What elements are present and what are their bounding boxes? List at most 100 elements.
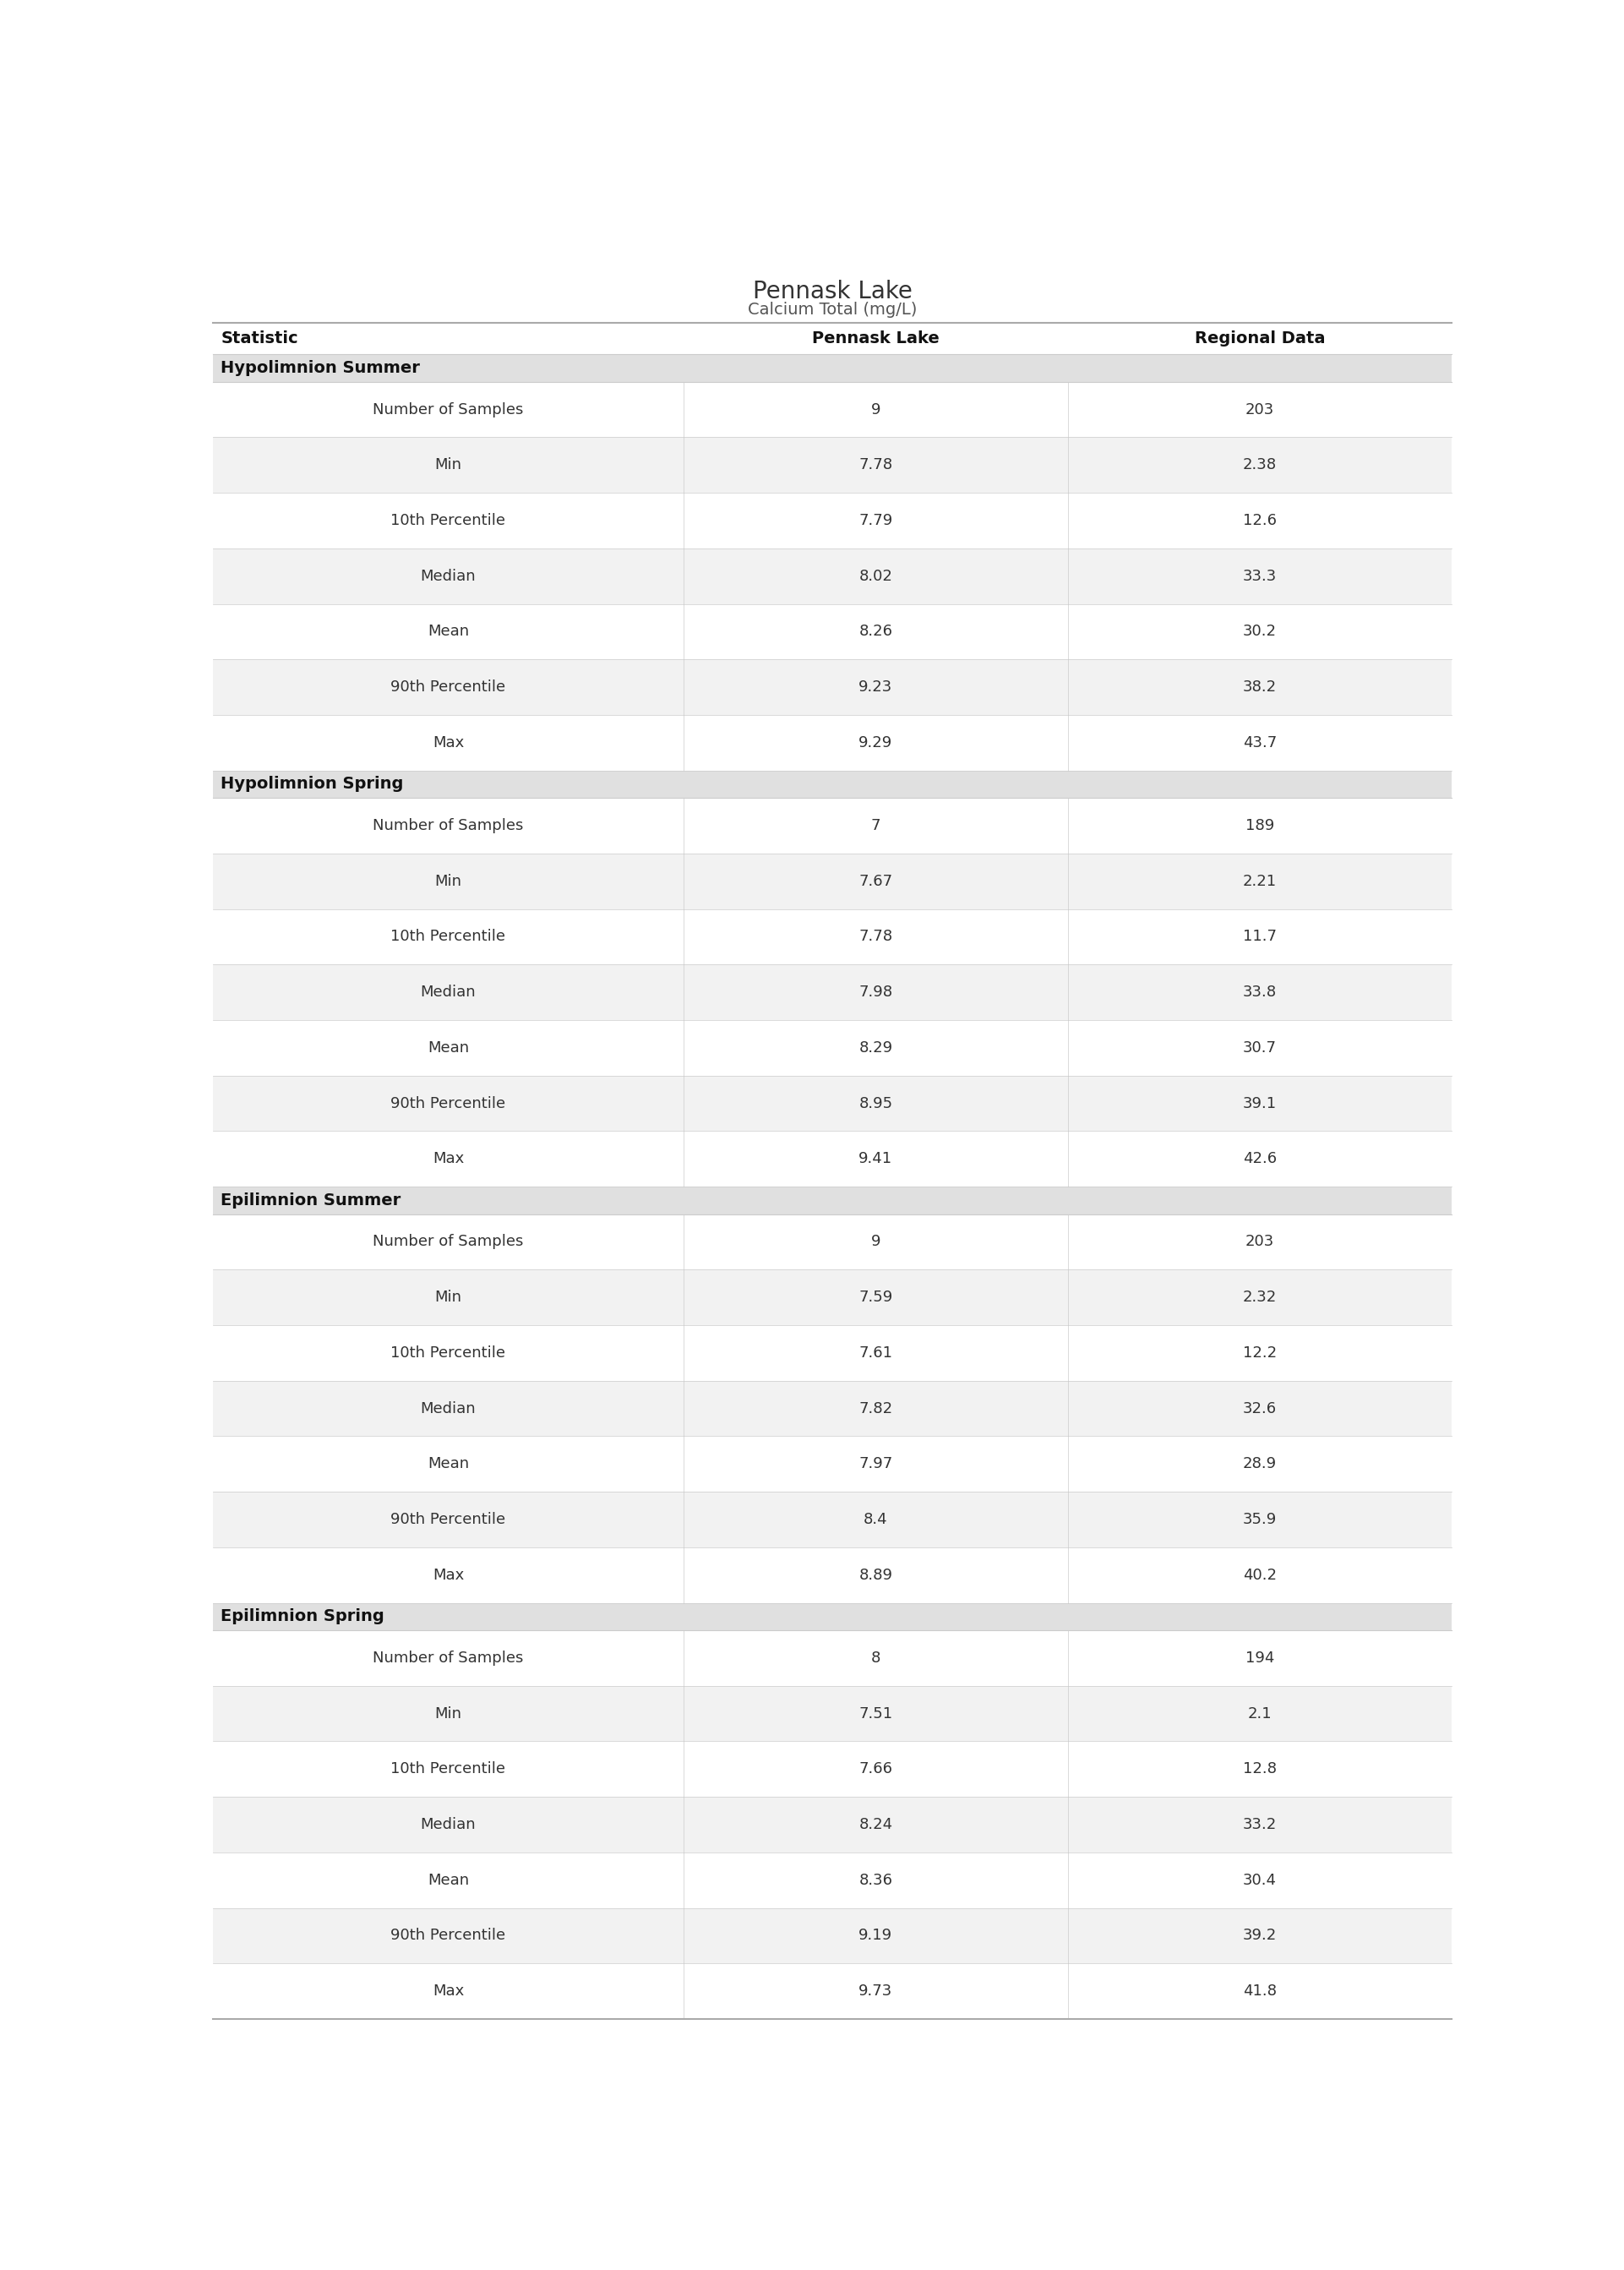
- Text: Epilimnion Summer: Epilimnion Summer: [221, 1192, 401, 1208]
- Text: 9: 9: [870, 1235, 880, 1249]
- Text: Mean: Mean: [427, 1873, 469, 1889]
- Bar: [213, 1491, 1452, 1548]
- Text: Hypolimnion Summer: Hypolimnion Summer: [221, 361, 421, 377]
- Text: Max: Max: [432, 1569, 464, 1582]
- Text: 33.8: 33.8: [1242, 985, 1276, 999]
- Text: 10th Percentile: 10th Percentile: [391, 513, 505, 529]
- Bar: [213, 854, 1452, 908]
- Bar: [213, 1380, 1452, 1437]
- Text: Mean: Mean: [427, 624, 469, 640]
- Text: 2.32: 2.32: [1242, 1289, 1276, 1305]
- Text: 12.2: 12.2: [1242, 1346, 1276, 1360]
- Text: Median: Median: [421, 568, 476, 583]
- Bar: [213, 1269, 1452, 1326]
- Text: 8.4: 8.4: [864, 1512, 888, 1528]
- Text: 10th Percentile: 10th Percentile: [391, 1346, 505, 1360]
- Text: 8: 8: [870, 1650, 880, 1666]
- Text: 10th Percentile: 10th Percentile: [391, 1762, 505, 1777]
- Text: 7.67: 7.67: [859, 874, 893, 890]
- Text: Regional Data: Regional Data: [1195, 331, 1325, 347]
- Bar: [213, 908, 1452, 965]
- Bar: [213, 1852, 1452, 1907]
- Text: 8.95: 8.95: [859, 1096, 893, 1110]
- Bar: [213, 1630, 1452, 1687]
- Bar: [213, 715, 1452, 770]
- Text: Number of Samples: Number of Samples: [374, 817, 523, 833]
- Text: Pennask Lake: Pennask Lake: [752, 279, 913, 304]
- Text: 9.41: 9.41: [859, 1151, 893, 1167]
- Text: Number of Samples: Number of Samples: [374, 1650, 523, 1666]
- Text: 7: 7: [870, 817, 880, 833]
- Text: 7.79: 7.79: [859, 513, 893, 529]
- Bar: [213, 1798, 1452, 1852]
- Text: 2.38: 2.38: [1242, 459, 1276, 472]
- Text: Number of Samples: Number of Samples: [374, 402, 523, 418]
- Text: 7.82: 7.82: [859, 1401, 893, 1416]
- Text: Calcium Total (mg/L): Calcium Total (mg/L): [747, 302, 918, 318]
- Bar: [213, 1907, 1452, 1964]
- Bar: [213, 1214, 1452, 1269]
- Text: 30.7: 30.7: [1242, 1040, 1276, 1056]
- Text: 90th Percentile: 90th Percentile: [391, 1512, 505, 1528]
- Text: Min: Min: [435, 1289, 461, 1305]
- Text: 8.02: 8.02: [859, 568, 893, 583]
- Bar: [213, 661, 1452, 715]
- Text: 32.6: 32.6: [1242, 1401, 1276, 1416]
- Text: Statistic: Statistic: [221, 331, 299, 347]
- Text: 39.1: 39.1: [1242, 1096, 1276, 1110]
- Bar: [213, 438, 1452, 493]
- Text: 42.6: 42.6: [1242, 1151, 1276, 1167]
- Text: Min: Min: [435, 459, 461, 472]
- Bar: [213, 1741, 1452, 1798]
- Text: 189: 189: [1246, 817, 1275, 833]
- Text: Median: Median: [421, 1401, 476, 1416]
- Text: Max: Max: [432, 1151, 464, 1167]
- Bar: [213, 1687, 1452, 1741]
- Text: 43.7: 43.7: [1242, 735, 1276, 751]
- Text: 7.98: 7.98: [859, 985, 893, 999]
- Text: 12.6: 12.6: [1242, 513, 1276, 529]
- Text: 10th Percentile: 10th Percentile: [391, 928, 505, 944]
- Bar: [213, 770, 1452, 797]
- Bar: [213, 549, 1452, 604]
- Text: 2.1: 2.1: [1247, 1705, 1272, 1721]
- Text: 9.29: 9.29: [859, 735, 893, 751]
- Text: 90th Percentile: 90th Percentile: [391, 679, 505, 695]
- Bar: [213, 1076, 1452, 1130]
- Bar: [213, 1326, 1452, 1380]
- Text: Epilimnion Spring: Epilimnion Spring: [221, 1609, 385, 1625]
- Bar: [213, 1187, 1452, 1214]
- Bar: [213, 797, 1452, 854]
- Text: 33.2: 33.2: [1242, 1816, 1276, 1832]
- Bar: [213, 965, 1452, 1019]
- Text: 2.21: 2.21: [1242, 874, 1276, 890]
- Bar: [213, 1130, 1452, 1187]
- Bar: [213, 1437, 1452, 1491]
- Bar: [213, 354, 1452, 381]
- Text: Min: Min: [435, 1705, 461, 1721]
- Text: 7.97: 7.97: [859, 1457, 893, 1471]
- Text: 194: 194: [1246, 1650, 1275, 1666]
- Bar: [213, 1019, 1452, 1076]
- Text: 7.66: 7.66: [859, 1762, 893, 1777]
- Text: 7.51: 7.51: [859, 1705, 893, 1721]
- Text: 7.78: 7.78: [859, 928, 893, 944]
- Text: 33.3: 33.3: [1242, 568, 1276, 583]
- Text: 11.7: 11.7: [1242, 928, 1276, 944]
- Text: 39.2: 39.2: [1242, 1927, 1276, 1943]
- Text: 203: 203: [1246, 1235, 1275, 1249]
- Text: 8.36: 8.36: [859, 1873, 893, 1889]
- Text: Min: Min: [435, 874, 461, 890]
- Text: Number of Samples: Number of Samples: [374, 1235, 523, 1249]
- Bar: [213, 1548, 1452, 1603]
- Text: 8.26: 8.26: [859, 624, 893, 640]
- Text: 28.9: 28.9: [1242, 1457, 1276, 1471]
- Text: 38.2: 38.2: [1242, 679, 1276, 695]
- Text: 40.2: 40.2: [1242, 1569, 1276, 1582]
- Bar: [213, 1964, 1452, 2018]
- Text: 30.2: 30.2: [1242, 624, 1276, 640]
- Text: 7.78: 7.78: [859, 459, 893, 472]
- Text: Max: Max: [432, 1984, 464, 2000]
- Text: 7.61: 7.61: [859, 1346, 893, 1360]
- Text: Hypolimnion Spring: Hypolimnion Spring: [221, 776, 403, 792]
